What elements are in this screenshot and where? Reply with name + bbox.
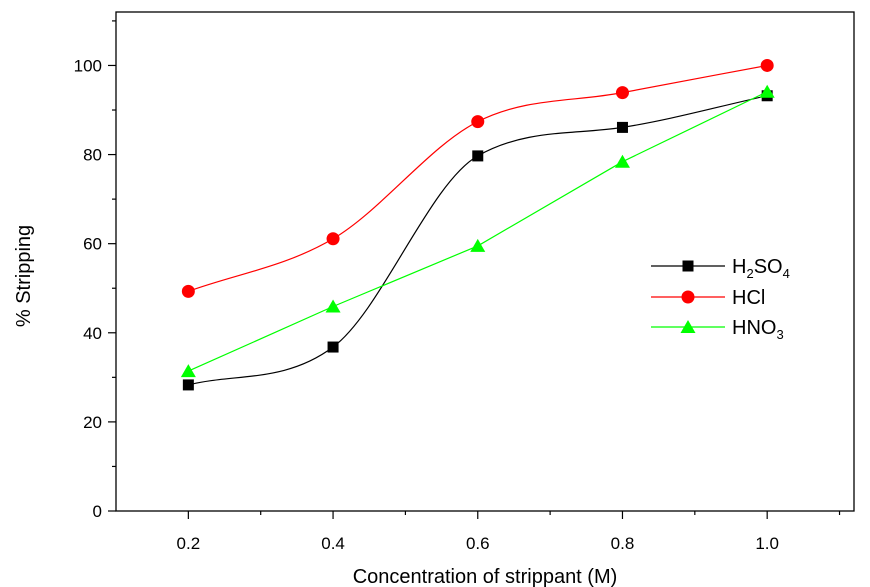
x-tick-label: 0.2: [177, 534, 201, 553]
data-point-series-2: [325, 299, 341, 313]
y-tick-label: 80: [83, 146, 102, 165]
legend-marker: [681, 290, 695, 304]
plot-frame: [115, 11, 855, 512]
legend-marker: [680, 320, 696, 333]
data-point-series-2: [180, 364, 196, 378]
data-point-series-0: [182, 379, 194, 391]
legend: H2SO4 HCl HNO3: [651, 256, 790, 342]
data-point-series-1: [615, 86, 629, 100]
series-line-2: [188, 91, 768, 372]
fitted-curves: [188, 64, 768, 386]
data-point-series-2: [614, 154, 630, 168]
x-tick-label: 0.8: [611, 534, 635, 553]
legend-item-1: HCl: [651, 287, 765, 309]
data-point-series-0: [327, 341, 339, 353]
data-point-series-2: [470, 238, 486, 252]
y-axis-label: % Stripping: [13, 225, 35, 327]
legend-item-0: H2SO4: [651, 256, 790, 281]
legend-marker: [682, 260, 694, 272]
y-tick-label: 20: [83, 413, 102, 432]
y-tick-label: 40: [83, 324, 102, 343]
y-axis: 0 20 40 60 80 100: [74, 20, 116, 521]
data-point-series-1: [760, 58, 774, 72]
data-point-series-0: [472, 150, 484, 162]
data-point-series-1: [326, 232, 340, 246]
series-line-1: [188, 64, 768, 292]
legend-label: HCl: [732, 287, 765, 309]
y-tick-label: 0: [93, 502, 102, 521]
x-axis-label: Concentration of strippant (M): [353, 566, 618, 587]
legend-label: H2SO4: [732, 256, 790, 281]
data-markers: [180, 58, 775, 391]
legend-item-2: HNO3: [651, 317, 784, 342]
data-point-series-2: [759, 84, 775, 98]
y-tick-label: 60: [83, 235, 102, 254]
data-point-series-0: [616, 121, 628, 133]
y-tick-label: 100: [74, 56, 102, 75]
x-tick-label: 0.6: [466, 534, 490, 553]
data-point-series-1: [181, 284, 195, 298]
x-tick-label: 1.0: [755, 534, 779, 553]
legend-label: HNO3: [732, 317, 784, 342]
data-point-series-1: [471, 115, 485, 129]
x-tick-label: 0.4: [321, 534, 345, 553]
x-axis: 0.2 0.4 0.6 0.8 1.0: [177, 511, 841, 553]
